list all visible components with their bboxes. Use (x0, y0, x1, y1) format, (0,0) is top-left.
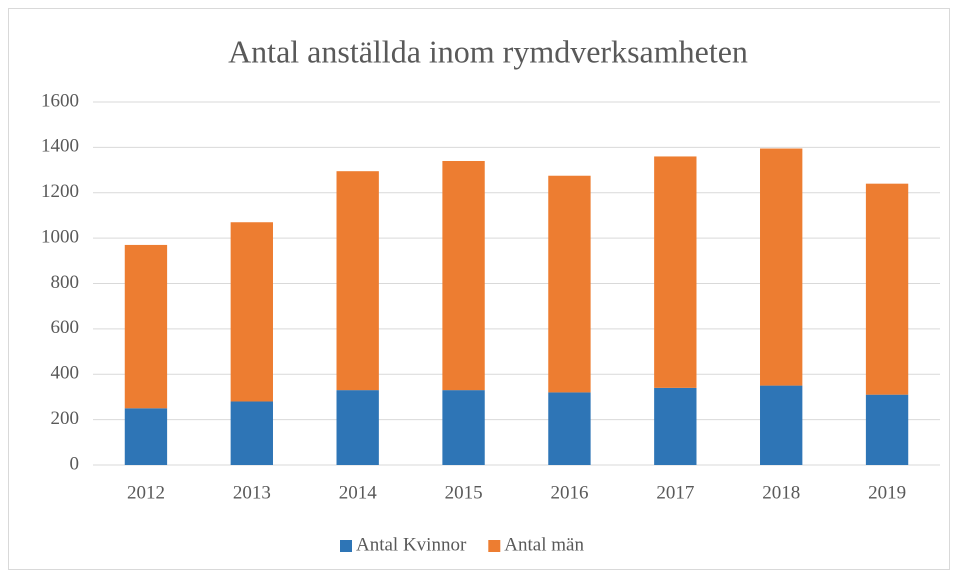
bar-segment (865, 394, 909, 465)
bar-segment (654, 156, 697, 388)
legend-swatch (340, 540, 352, 552)
chart-title: Antal anställda inom rymdverksamheten (228, 33, 748, 69)
bar-segment (230, 222, 273, 402)
y-tick-label: 400 (51, 363, 80, 384)
bar-segment (548, 175, 591, 393)
bar-segment (336, 171, 379, 391)
bar-segment (124, 244, 168, 409)
x-tick-label: 2014 (339, 482, 378, 503)
legend-label: Antal Kvinnor (356, 534, 467, 555)
x-tick-label: 2015 (445, 482, 483, 503)
bar-segment (230, 401, 273, 465)
x-tick-label: 2012 (127, 482, 165, 503)
x-tick-label: 2016 (550, 482, 588, 503)
bar-segment (548, 392, 591, 465)
y-tick-label: 1400 (41, 136, 79, 157)
x-tick-label: 2017 (656, 482, 694, 503)
y-tick-label: 800 (51, 272, 80, 293)
x-tick-label: 2019 (868, 482, 906, 503)
y-tick-label: 600 (51, 317, 80, 338)
bar-segment (760, 385, 803, 465)
y-tick-label: 1200 (41, 181, 79, 202)
y-tick-label: 0 (70, 453, 80, 474)
legend-swatch (488, 540, 501, 552)
legend-label: Antal män (504, 534, 584, 555)
bar-segment (442, 160, 485, 391)
bar-segment (865, 183, 909, 395)
bar-segment (760, 148, 803, 386)
x-tick-label: 2013 (233, 482, 271, 503)
bar-segment (442, 390, 485, 465)
y-tick-label: 1000 (41, 226, 79, 247)
bar-segment (654, 387, 697, 465)
y-tick-label: 1600 (41, 90, 79, 111)
bar-segment (336, 390, 379, 465)
bar-segment (124, 408, 168, 465)
x-tick-label: 2018 (762, 482, 800, 503)
y-tick-label: 200 (51, 408, 80, 429)
